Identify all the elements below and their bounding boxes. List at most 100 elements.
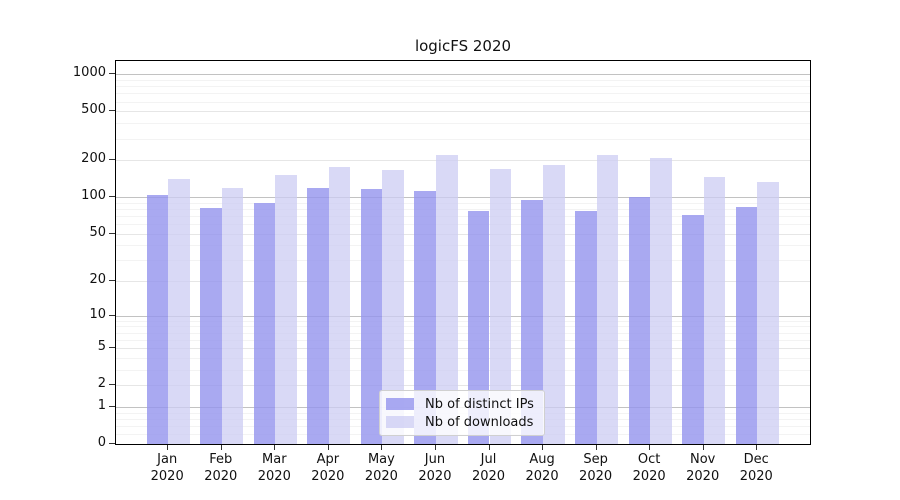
legend-swatch	[386, 398, 414, 410]
bar-distinct-ips	[200, 208, 222, 444]
x-tick-mark	[542, 445, 544, 450]
x-tick-month: Dec	[743, 452, 769, 467]
bar-downloads	[168, 179, 190, 444]
bar-downloads	[650, 158, 672, 444]
bar-distinct-ips	[628, 196, 651, 444]
y-tick-mark	[109, 384, 115, 386]
minor-gridline	[116, 369, 810, 371]
x-tick-mark	[220, 445, 222, 450]
x-tick-label: Nov 2020	[676, 451, 730, 485]
legend-label: Nb of distinct IPs	[425, 396, 534, 412]
x-tick-month: Sep	[583, 452, 608, 467]
major-gridline	[116, 111, 810, 113]
bar-downloads	[596, 155, 619, 444]
bar-downloads	[328, 166, 351, 444]
y-tick-label: 200	[81, 151, 106, 167]
chart-title: logicFS 2020	[414, 37, 512, 55]
minor-gridline	[116, 80, 810, 82]
y-tick-label: 10	[89, 306, 106, 322]
bar-distinct-ips	[360, 189, 383, 444]
minor-gridline	[116, 339, 810, 341]
x-tick-label: Feb 2020	[194, 451, 248, 485]
bar-distinct-ips	[146, 195, 169, 444]
x-tick-month: Feb	[209, 452, 233, 467]
x-tick-year: 2020	[364, 469, 398, 484]
bar-downloads	[703, 177, 726, 444]
minor-gridline	[116, 326, 810, 328]
bar-downloads	[435, 155, 458, 444]
major-gridline	[116, 348, 810, 350]
x-tick-mark	[756, 445, 758, 450]
y-tick-label: 100	[81, 188, 106, 204]
x-tick-mark	[488, 445, 490, 450]
x-tick-year: 2020	[150, 469, 184, 484]
x-tick-year: 2020	[418, 469, 452, 484]
minor-gridline	[116, 332, 810, 334]
minor-gridline	[116, 101, 810, 103]
legend: Nb of distinct IPs Nb of downloads	[379, 390, 545, 436]
bar-distinct-ips	[467, 210, 490, 444]
y-tick-label: 50	[89, 224, 106, 240]
legend-label: Nb of downloads	[425, 414, 534, 430]
major-gridline	[116, 233, 810, 235]
legend-swatch	[386, 416, 414, 428]
minor-gridline	[116, 260, 810, 262]
bar-distinct-ips	[414, 191, 436, 444]
bar-distinct-ips	[575, 210, 597, 444]
y-tick-mark	[109, 110, 115, 112]
y-tick-mark	[109, 405, 115, 407]
minor-gridline	[116, 86, 810, 88]
bar-distinct-ips	[735, 206, 758, 444]
x-tick-month: Jun	[424, 452, 446, 467]
x-tick-month: May	[367, 452, 395, 467]
x-tick-mark	[327, 445, 329, 450]
x-tick-label: Oct 2020	[622, 451, 676, 485]
x-tick-mark	[167, 445, 169, 450]
x-tick-year: 2020	[257, 469, 291, 484]
x-tick-label: May 2020	[354, 451, 408, 485]
bar-distinct-ips	[521, 200, 544, 444]
bar-downloads	[382, 169, 404, 444]
bar-downloads	[221, 187, 244, 444]
x-tick-label: Sep 2020	[569, 451, 623, 485]
y-tick-label: 500	[81, 102, 106, 118]
major-gridline	[116, 281, 810, 283]
bar-downloads	[489, 169, 512, 444]
legend-item: Nb of downloads	[386, 415, 538, 430]
y-tick-mark	[109, 232, 115, 234]
y-tick-mark	[109, 443, 115, 444]
x-tick-year: 2020	[311, 469, 345, 484]
x-tick-mark	[702, 445, 704, 450]
minor-gridline	[116, 245, 810, 247]
y-tick-label: 1	[97, 397, 106, 413]
y-tick-mark	[109, 159, 115, 161]
y-tick-mark	[109, 196, 115, 198]
x-tick-month: Aug	[529, 452, 555, 467]
x-tick-year: 2020	[579, 469, 613, 484]
plot-area	[115, 60, 811, 445]
legend-item: Nb of distinct IPs	[386, 397, 538, 412]
x-tick-label: Dec 2020	[729, 451, 783, 485]
minor-gridline	[116, 320, 810, 322]
bar-distinct-ips	[307, 188, 329, 444]
bar-downloads	[543, 164, 565, 444]
x-tick-mark	[649, 445, 651, 450]
x-tick-mark	[381, 445, 383, 450]
minor-gridline	[116, 202, 810, 204]
minor-gridline	[116, 138, 810, 140]
x-tick-label: Mar 2020	[247, 451, 301, 485]
x-tick-year: 2020	[632, 469, 666, 484]
x-tick-label: Jun 2020	[408, 451, 462, 485]
y-tick-label: 5	[97, 339, 106, 355]
major-gridline	[116, 160, 810, 162]
minor-gridline	[116, 93, 810, 95]
x-tick-year: 2020	[739, 469, 773, 484]
x-tick-month: Oct	[637, 452, 661, 467]
bar-downloads	[275, 174, 297, 444]
x-tick-label: Aug 2020	[515, 451, 569, 485]
x-tick-year: 2020	[525, 469, 559, 484]
x-tick-year: 2020	[204, 469, 238, 484]
y-tick-label: 1000	[72, 65, 106, 81]
x-tick-mark	[274, 445, 276, 450]
